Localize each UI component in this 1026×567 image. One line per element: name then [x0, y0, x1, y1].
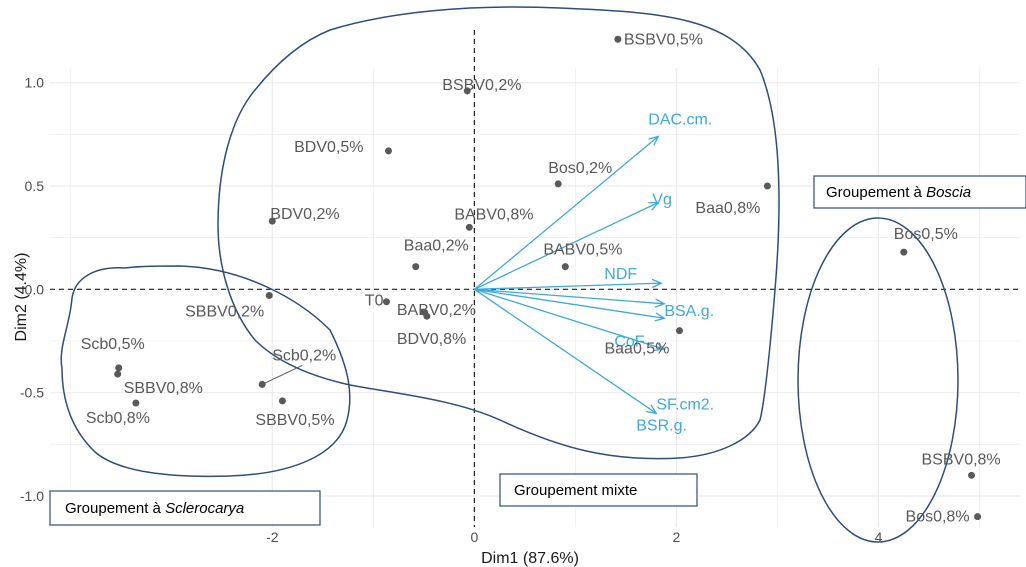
- point-label: SBBV0,2%: [185, 304, 264, 321]
- variable-label: NDF: [604, 266, 637, 283]
- variable-label: SF.cm2.: [656, 396, 714, 413]
- individual-point: [974, 513, 982, 521]
- individual-point: [614, 35, 622, 43]
- x-tick-label: 0: [470, 529, 478, 545]
- variable-arrow-line: [474, 288, 665, 350]
- individual-point: [465, 223, 473, 231]
- variable-arrow-head: [648, 135, 660, 146]
- variable-arrow-head: [648, 201, 660, 211]
- y-tick-label: 0.0: [25, 281, 45, 297]
- group-label-box: [499, 473, 698, 507]
- individual-point: [561, 263, 569, 271]
- point-label: BABV0,5%: [543, 242, 622, 259]
- y-axis-title: Dim2 (4.4%): [13, 253, 30, 342]
- variable-arrows: DAC.cm. Vg NDF BSA.g. CoF SF.cm2. BSR.g.: [473, 111, 714, 434]
- point-label: BABV0,2%: [397, 302, 476, 319]
- point-label: BABV0,8%: [454, 206, 533, 223]
- individual-point: [554, 180, 562, 188]
- variable-arrow-line: [474, 282, 662, 290]
- point-label: Scb0,5%: [81, 336, 145, 353]
- variable-label: Vg: [652, 192, 672, 209]
- point-label: Baa0,2%: [404, 238, 469, 255]
- variable-arrow-head: [651, 278, 663, 289]
- variable-arrow-head: [654, 298, 666, 308]
- individual-point: [268, 217, 276, 225]
- point-label: BSBV0,5%: [624, 31, 703, 48]
- point-label: Scb0,2%: [272, 347, 336, 364]
- individual-point: [265, 292, 273, 300]
- point-label: Baa0,5%: [604, 341, 669, 358]
- individual-point: [132, 399, 140, 407]
- zero-reference-lines: [50, 30, 1020, 527]
- y-tick-label: -1.0: [20, 488, 44, 504]
- y-tick-label: 1.0: [25, 75, 45, 91]
- grid: [50, 68, 1020, 527]
- group-label-box: [813, 175, 1026, 209]
- individual-point: [114, 370, 122, 378]
- variable-arrow-head: [646, 404, 658, 415]
- individual-point: [763, 182, 771, 190]
- individual-point: [115, 364, 123, 372]
- variable-label: BSR.g.: [636, 417, 687, 434]
- individual-point: [675, 327, 683, 335]
- group-label: Groupement mixte: [514, 482, 637, 499]
- group-label-prefix: Groupement mixte: [514, 482, 637, 499]
- group-outlines: [60, 6, 959, 543]
- point-label: BSBV0,8%: [922, 451, 1001, 468]
- point-label: Bos0,8%: [906, 509, 970, 526]
- group-label-boxes: Groupement à Sclerocarya Groupement mixte…: [49, 175, 1026, 526]
- point-label: BDV0,8%: [397, 331, 466, 348]
- axis-ticks: -2 0 2 4 -1.0 -0.5 0.0 0.5 1.0: [20, 75, 883, 545]
- individual-point: [968, 471, 975, 479]
- x-tick-label: 2: [673, 529, 681, 545]
- point-label: SBBV0,8%: [124, 380, 203, 397]
- group-label-box: [49, 490, 321, 526]
- individual-point: [900, 248, 908, 256]
- group-label-prefix: Groupement à: [65, 500, 165, 517]
- variable-label: BSA.g.: [664, 303, 714, 320]
- x-axis-title: Dim1 (87.6%): [481, 550, 579, 567]
- variable-label: DAC.cm.: [648, 111, 712, 128]
- point-label: SBBV0,5%: [255, 412, 334, 429]
- hull-sclerocarya: [60, 265, 351, 478]
- group-label-genus: Boscia: [926, 184, 971, 201]
- y-tick-label: -0.5: [20, 385, 44, 401]
- hull-boscia: [797, 217, 959, 543]
- point-label: BDV0,2%: [270, 206, 339, 223]
- individual-point: [384, 147, 392, 155]
- group-label: Groupement à Boscia: [826, 184, 971, 201]
- variable-arrow-line: [474, 201, 659, 290]
- individual-point: [278, 397, 286, 405]
- variable-arrow-head: [654, 312, 666, 322]
- point-label: Baa0,8%: [695, 200, 760, 217]
- x-tick-label: -2: [266, 529, 279, 545]
- point-label: Bos0,2%: [548, 160, 612, 177]
- individual-point: [463, 87, 471, 95]
- variable-arrow-line: [474, 288, 665, 319]
- x-tick-label: 4: [875, 529, 883, 545]
- individual-point: [412, 263, 420, 271]
- point-label: Scb0,8%: [86, 410, 150, 427]
- point-label: BSBV0,2%: [442, 77, 521, 94]
- label-connector: [261, 364, 303, 385]
- variable-arrow-line: [473, 135, 659, 290]
- variable-arrow-head: [654, 342, 666, 352]
- variable-arrow-line: [474, 288, 665, 305]
- point-label: T0: [365, 293, 384, 310]
- point-label: Bos0,5%: [894, 226, 958, 243]
- group-label: Groupement à Sclerocarya: [65, 500, 244, 517]
- variable-label: CoF: [614, 333, 644, 350]
- y-tick-label: 0.5: [25, 178, 45, 194]
- individual-point: [423, 312, 431, 320]
- individual-points: BSBV0,5% BSBV0,2% BDV0,5% BDV0,2% Bos0,2% Baa…: [81, 31, 1001, 525]
- individual-point: [382, 298, 390, 306]
- group-label-prefix: Groupement à: [826, 184, 926, 201]
- hull-mixte: [217, 6, 780, 460]
- point-label: BDV0,5%: [294, 139, 363, 156]
- group-label-genus: Sclerocarya: [165, 500, 244, 517]
- variable-arrow-line: [474, 288, 657, 414]
